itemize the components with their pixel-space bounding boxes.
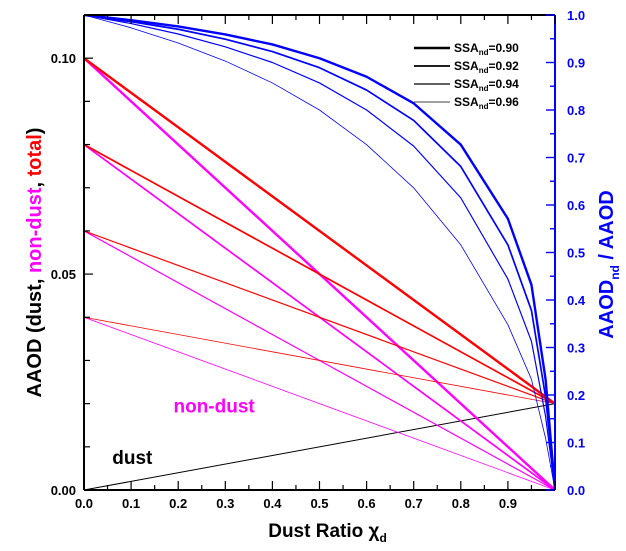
series-line-ratio-092 xyxy=(84,15,555,490)
x-axis-title: Dust Ratio χd xyxy=(268,521,387,545)
y-left-tick-label: 0.05 xyxy=(51,267,76,282)
series-line-ratio-096 xyxy=(84,15,555,490)
legend-entry-label: SSAnd=0.94 xyxy=(454,77,519,93)
y-right-tick-label: 0.7 xyxy=(567,151,585,166)
legend-entry-label: SSAnd=0.90 xyxy=(454,41,519,57)
series-line-dust xyxy=(84,403,555,490)
series-line-total-090 xyxy=(84,57,555,405)
x-tick-label: 0.8 xyxy=(452,496,470,511)
x-tick-label: 0.9 xyxy=(499,496,517,511)
y-right-tick-label: 0.0 xyxy=(567,483,585,498)
x-tick-label: 0.5 xyxy=(310,496,328,511)
x-tick-label: 0.3 xyxy=(216,496,234,511)
series-group xyxy=(84,15,555,490)
annotation-dust: dust xyxy=(112,448,153,469)
axes-group xyxy=(83,14,556,491)
x-tick-label: 0.7 xyxy=(405,496,423,511)
y-left-axis-title: AAOD (dust, non-dust, total) xyxy=(24,128,46,398)
series-line-total-092 xyxy=(84,143,555,405)
y-right-tick-label: 0.6 xyxy=(567,198,585,213)
y-right-tick-label: 0.1 xyxy=(567,436,585,451)
x-tick-label: 0.1 xyxy=(122,496,140,511)
y-right-tick-label: 1.0 xyxy=(567,8,585,23)
x-tick-label: 0.2 xyxy=(169,496,187,511)
y-right-tick-label: 0.2 xyxy=(567,388,585,403)
y-right-tick-label: 0.8 xyxy=(567,103,585,118)
y-right-tick-label: 0.4 xyxy=(567,293,586,308)
y-right-tick-label: 0.3 xyxy=(567,341,585,356)
y-left-tick-label: 0.00 xyxy=(51,483,76,498)
x-tick-label: 0.4 xyxy=(263,496,282,511)
y-left-tick-label: 0.10 xyxy=(51,51,76,66)
series-line-ratio-094 xyxy=(84,15,555,490)
series-line-total-094 xyxy=(84,230,555,405)
x-tick-label: 0.6 xyxy=(358,496,376,511)
annotation-non-dust: non-dust xyxy=(173,396,255,417)
y-right-tick-label: 0.9 xyxy=(567,56,585,71)
series-line-ratio-090 xyxy=(84,15,555,490)
legend-entry-label: SSAnd=0.96 xyxy=(454,95,519,111)
y-right-tick-label: 0.5 xyxy=(567,246,585,261)
y-right-axis-title: AAODnd / AAOD xyxy=(596,190,622,338)
labels-group: 0.0 0.1 0.2 0.3 0.4 0.5 0.6 0.7 0.8 0.9 0.00 0.05 0.… xyxy=(24,8,622,545)
x-tick-label: 0.0 xyxy=(75,496,93,511)
series-line-non-dust-096 xyxy=(84,316,555,490)
series-line-total-096 xyxy=(84,316,555,405)
legend: SSAnd=0.90 SSAnd=0.92 SSAnd=0.94 SSAnd=0.96 xyxy=(414,41,519,111)
legend-entry-label: SSAnd=0.92 xyxy=(454,59,519,75)
